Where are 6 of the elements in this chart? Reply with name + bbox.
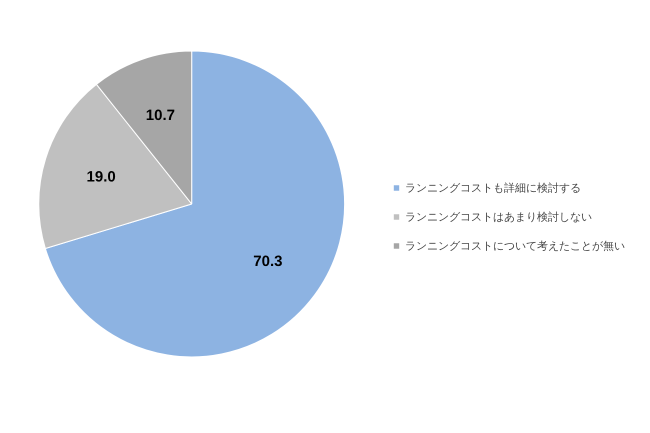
data-label: 19.0 (86, 168, 116, 186)
data-label: 70.3 (253, 252, 282, 270)
data-label: 10.7 (146, 106, 176, 124)
legend-label: ランニングコストについて考えたことが無い (405, 238, 625, 253)
legend-label: ランニングコストも詳細に検討する (405, 180, 581, 195)
legend-label: ランニングコストはあまり検討しない (405, 209, 592, 224)
